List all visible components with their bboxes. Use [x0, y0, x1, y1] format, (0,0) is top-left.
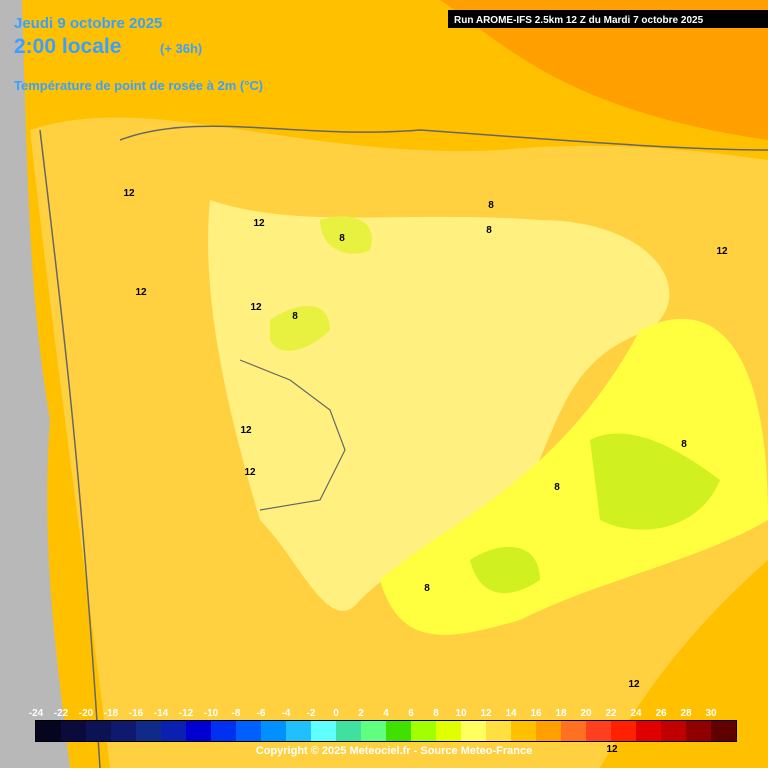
color-swatch: [711, 721, 736, 741]
contour-label: 8: [424, 583, 430, 594]
color-swatch: [636, 721, 661, 741]
zone-9: [380, 318, 768, 635]
colorbar-label: 14: [505, 708, 517, 719]
color-swatch: [611, 721, 636, 741]
lead-time: (+ 36h): [160, 41, 202, 56]
colorbar-label: -18: [104, 708, 119, 719]
contour-label: 8: [486, 225, 492, 236]
colorbar-label: 2: [358, 708, 364, 719]
colorbar: -24 -22 -20 -18 -16 -14 -12 -10 -8 -6 -4 -2 0 2 4 6 8 10 1…: [29, 708, 737, 742]
sea: [0, 0, 70, 768]
contour-labels: 12 12 12 12 12 12 12 12 12 8 8 8 8 8 8 8: [123, 188, 728, 755]
contour-label: 12: [250, 302, 262, 313]
colorbar-label: 12: [480, 708, 492, 719]
color-swatch: [461, 721, 486, 741]
colorbar-label: 4: [383, 708, 389, 719]
color-swatch: [211, 721, 236, 741]
colorbar-label: 26: [655, 708, 667, 719]
color-swatch: [486, 721, 511, 741]
colorbar-label: 24: [630, 708, 642, 719]
contour-label: 8: [554, 482, 560, 493]
colorbar-label: 0: [333, 708, 339, 719]
colorbar-label: 10: [455, 708, 467, 719]
colorbar-label: -2: [307, 708, 316, 719]
contour-label: 8: [292, 311, 298, 322]
copyright: Copyright © 2025 Meteociel.fr - Source M…: [256, 745, 532, 757]
contour-label: 12: [606, 744, 618, 755]
colorbar-label: -6: [257, 708, 266, 719]
color-swatch: [286, 721, 311, 741]
color-swatch: [236, 721, 261, 741]
contour-label: 12: [628, 679, 640, 690]
colorbar-label: -14: [154, 708, 169, 719]
time: 2:00 locale: [14, 35, 121, 58]
zone-8: [470, 433, 720, 594]
color-swatch: [311, 721, 336, 741]
contour-label: 8: [339, 233, 345, 244]
color-swatch: [661, 721, 686, 741]
color-swatch: [86, 721, 111, 741]
border: [239, 359, 346, 511]
colorbar-label: -4: [282, 708, 291, 719]
colorbar-label: 30: [705, 708, 717, 719]
color-swatch: [536, 721, 561, 741]
contour-label: 12: [123, 188, 135, 199]
color-swatch: [61, 721, 86, 741]
colorbar-label: 18: [555, 708, 567, 719]
color-swatch: [111, 721, 136, 741]
color-swatch: [136, 721, 161, 741]
run-box: [448, 10, 768, 28]
contour-label: 8: [681, 439, 687, 450]
color-swatch: [336, 721, 361, 741]
colorbar-label: 16: [530, 708, 542, 719]
colorbar-label: -20: [79, 708, 94, 719]
colorbar-label: -22: [54, 708, 69, 719]
contour-label: 12: [244, 467, 256, 478]
color-swatch: [186, 721, 211, 741]
map-title: Température de point de rosée à 2m (°C): [14, 78, 263, 93]
colorbar-label: -16: [129, 708, 144, 719]
color-swatch: [161, 721, 186, 741]
zone-8b: [270, 216, 372, 351]
color-swatch: [436, 721, 461, 741]
coastline-west: [39, 129, 101, 769]
colorbar-label: -12: [179, 708, 194, 719]
date: Jeudi 9 octobre 2025: [14, 15, 162, 32]
colorbar-label: 22: [605, 708, 617, 719]
color-swatch: [361, 721, 386, 741]
colorbar-label: 20: [580, 708, 592, 719]
run-info: Run AROME-IFS 2.5km 12 Z du Mardi 7 octo…: [454, 15, 704, 26]
zone-10: [208, 200, 670, 611]
color-swatch: [36, 721, 61, 741]
color-swatch: [586, 721, 611, 741]
contour-label: 12: [135, 287, 147, 298]
contour-label: 12: [253, 218, 265, 229]
color-swatch: [686, 721, 711, 741]
colorbar-label: -10: [204, 708, 219, 719]
coastline: [119, 125, 768, 151]
colorbar-label: -8: [232, 708, 241, 719]
color-swatch: [561, 721, 586, 741]
contour-label: 8: [488, 200, 494, 211]
contour-label: 12: [716, 246, 728, 257]
color-swatch: [511, 721, 536, 741]
contour-label: 12: [240, 425, 252, 436]
colorbar-label: 6: [408, 708, 414, 719]
color-swatch: [261, 721, 286, 741]
color-swatch: [411, 721, 436, 741]
colorbar-label: -24: [29, 708, 44, 719]
colorbar-label: 8: [433, 708, 439, 719]
colorbar-label: 28: [680, 708, 692, 719]
color-swatch: [386, 721, 411, 741]
